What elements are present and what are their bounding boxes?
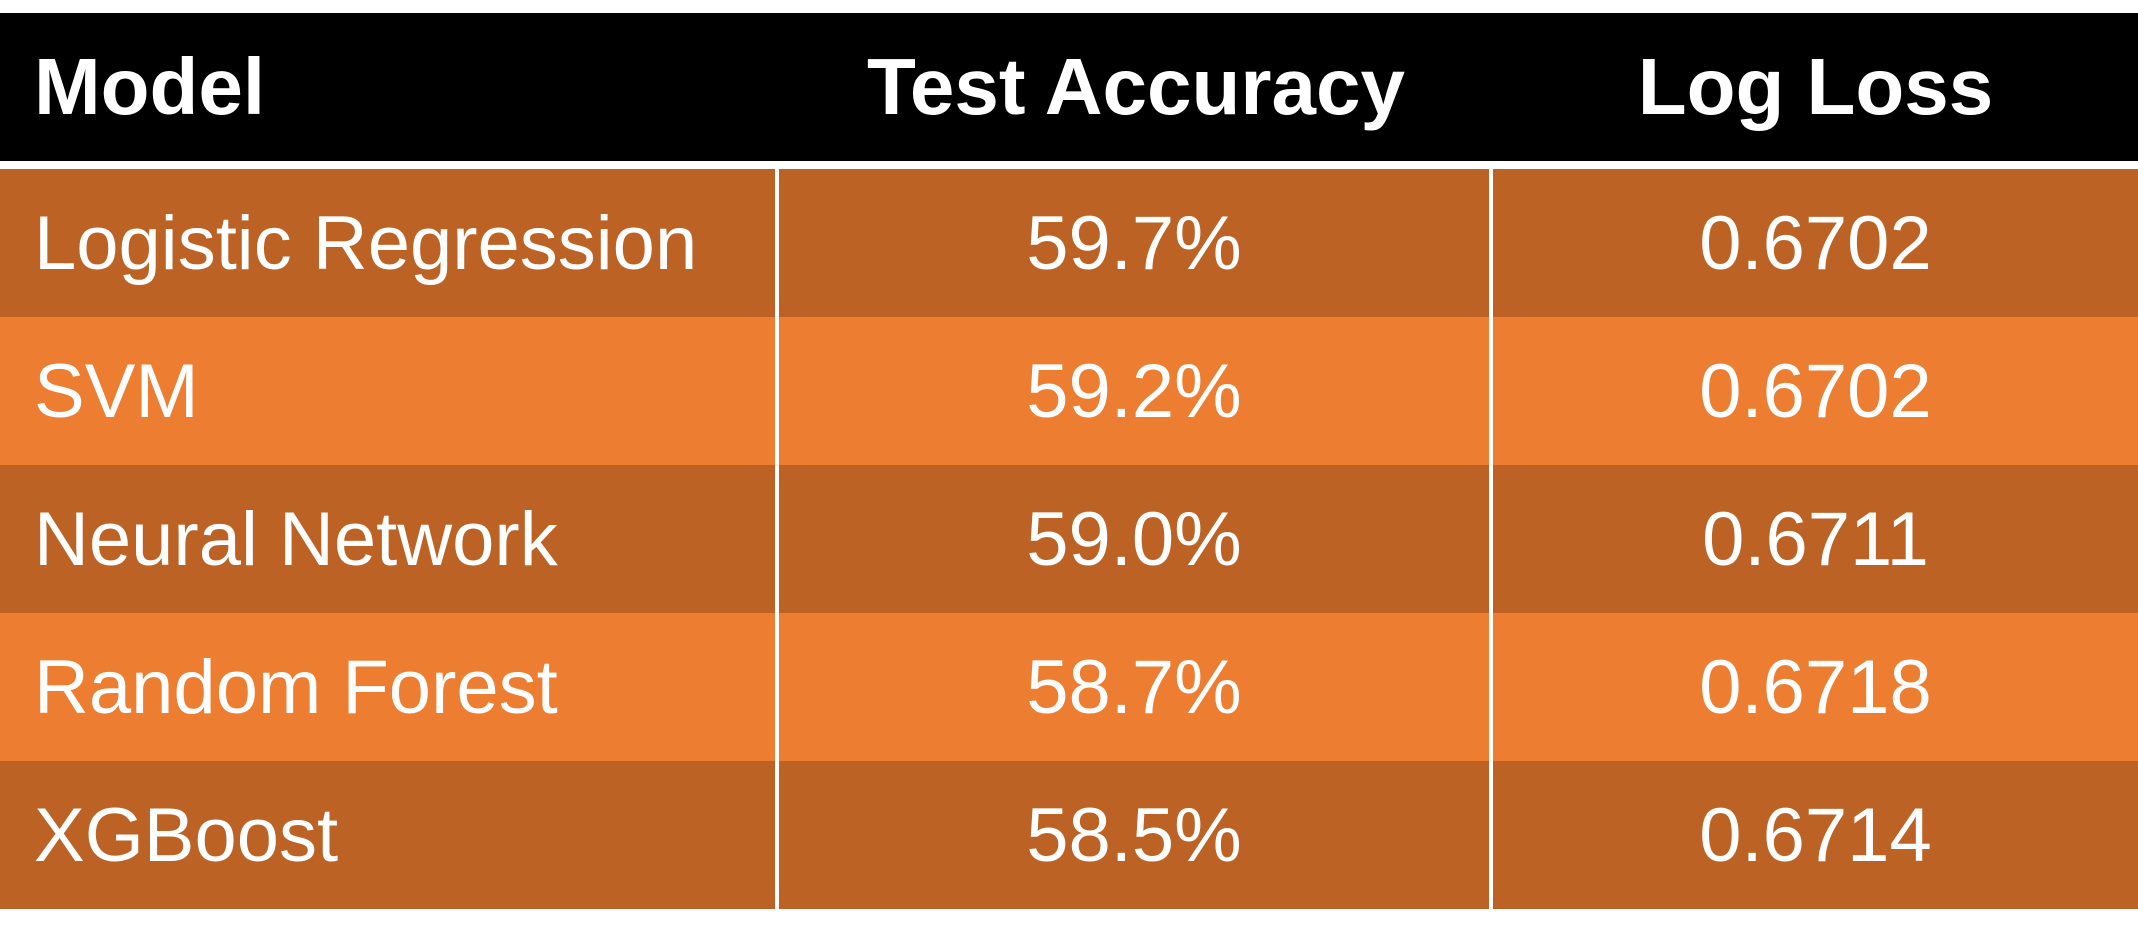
header-model: Model bbox=[34, 42, 266, 131]
accuracy-cell: 59.7% bbox=[779, 169, 1493, 317]
model-name-cell: SVM bbox=[0, 317, 779, 465]
header-divider bbox=[0, 161, 2138, 169]
accuracy-cell: 59.2% bbox=[779, 317, 1493, 465]
accuracy-cell: 59.0% bbox=[779, 465, 1493, 613]
header-log-loss: Log Loss bbox=[1637, 42, 1994, 131]
table-row: XGBoost 58.5% 0.6714 bbox=[0, 761, 2138, 909]
log-loss-cell: 0.6718 bbox=[1699, 644, 1932, 730]
table-row: Random Forest 58.7% 0.6718 bbox=[0, 613, 2138, 761]
header-test-accuracy: Test Accuracy bbox=[866, 42, 1406, 131]
table-row: Logistic Regression 59.7% 0.6702 bbox=[0, 169, 2138, 317]
accuracy-cell: 58.7% bbox=[779, 613, 1493, 761]
model-name-cell: Neural Network bbox=[0, 465, 779, 613]
accuracy-cell: 58.5% bbox=[779, 761, 1493, 909]
log-loss-cell: 0.6702 bbox=[1699, 348, 1932, 434]
model-name-cell: Logistic Regression bbox=[0, 169, 779, 317]
table-header-row: Model Test Accuracy Log Loss bbox=[0, 13, 2138, 161]
model-name-cell: XGBoost bbox=[0, 761, 779, 909]
log-loss-cell: 0.6711 bbox=[1702, 496, 1929, 582]
model-name-cell: Random Forest bbox=[0, 613, 779, 761]
table-row: Neural Network 59.0% 0.6711 bbox=[0, 465, 2138, 613]
log-loss-cell: 0.6702 bbox=[1699, 200, 1932, 286]
table-row: SVM 59.2% 0.6702 bbox=[0, 317, 2138, 465]
log-loss-cell: 0.6714 bbox=[1699, 792, 1932, 878]
results-table: Model Test Accuracy Log Loss Logistic Re… bbox=[0, 13, 2138, 909]
